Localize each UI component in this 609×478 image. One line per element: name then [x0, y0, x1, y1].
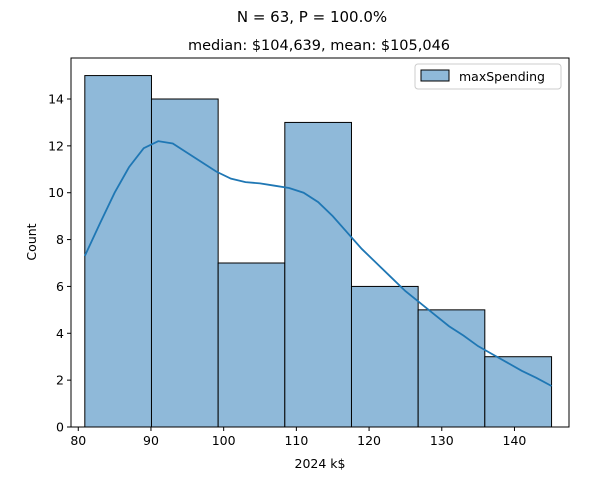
- y-tick-label: 10: [48, 185, 64, 200]
- legend-frame: [414, 63, 562, 90]
- y-tick-label: 0: [56, 420, 64, 435]
- y-tick-label: 4: [56, 326, 64, 341]
- bars-group: [84, 75, 553, 428]
- x-tick-label: 100: [212, 433, 236, 448]
- x-tick-label: 120: [357, 433, 381, 448]
- x-tick-label: 110: [284, 433, 308, 448]
- legend-entry-maxspending: maxSpending: [459, 69, 545, 84]
- legend: maxSpending: [414, 63, 562, 90]
- x-ticks: 80 90 100 110 120 130 140: [70, 427, 526, 448]
- plot-frame: [70, 57, 570, 428]
- x-axis-label: 2024 k$: [295, 456, 346, 471]
- kde-group: [83, 140, 552, 387]
- x-tick-label: 80: [70, 433, 86, 448]
- histogram-bar: [84, 75, 152, 428]
- y-tick-label: 14: [48, 92, 64, 107]
- x-tick-label: 140: [503, 433, 527, 448]
- y-tick-label: 12: [48, 138, 64, 153]
- histogram-bar: [217, 262, 286, 428]
- y-tick-label: 6: [56, 279, 64, 294]
- legend-swatch: [420, 69, 450, 82]
- x-tick-label: 130: [430, 433, 454, 448]
- y-axis-label: Count: [24, 223, 39, 260]
- histogram-bar: [417, 309, 486, 428]
- histogram-bar: [350, 285, 419, 428]
- histogram-bar: [484, 356, 553, 428]
- histogram-bar: [284, 121, 352, 428]
- histogram-bar: [150, 98, 219, 428]
- y-tick-label: 8: [56, 232, 64, 247]
- y-tick-label: 2: [56, 373, 64, 388]
- y-ticks: 0 2 4 6 8 10 12 14: [48, 92, 71, 435]
- chart-title: median: $104,639, mean: $105,046: [188, 38, 450, 54]
- chart-suptitle: N = 63, P = 100.0%: [237, 8, 387, 26]
- x-tick-label: 90: [143, 433, 159, 448]
- kde-line: [83, 140, 552, 387]
